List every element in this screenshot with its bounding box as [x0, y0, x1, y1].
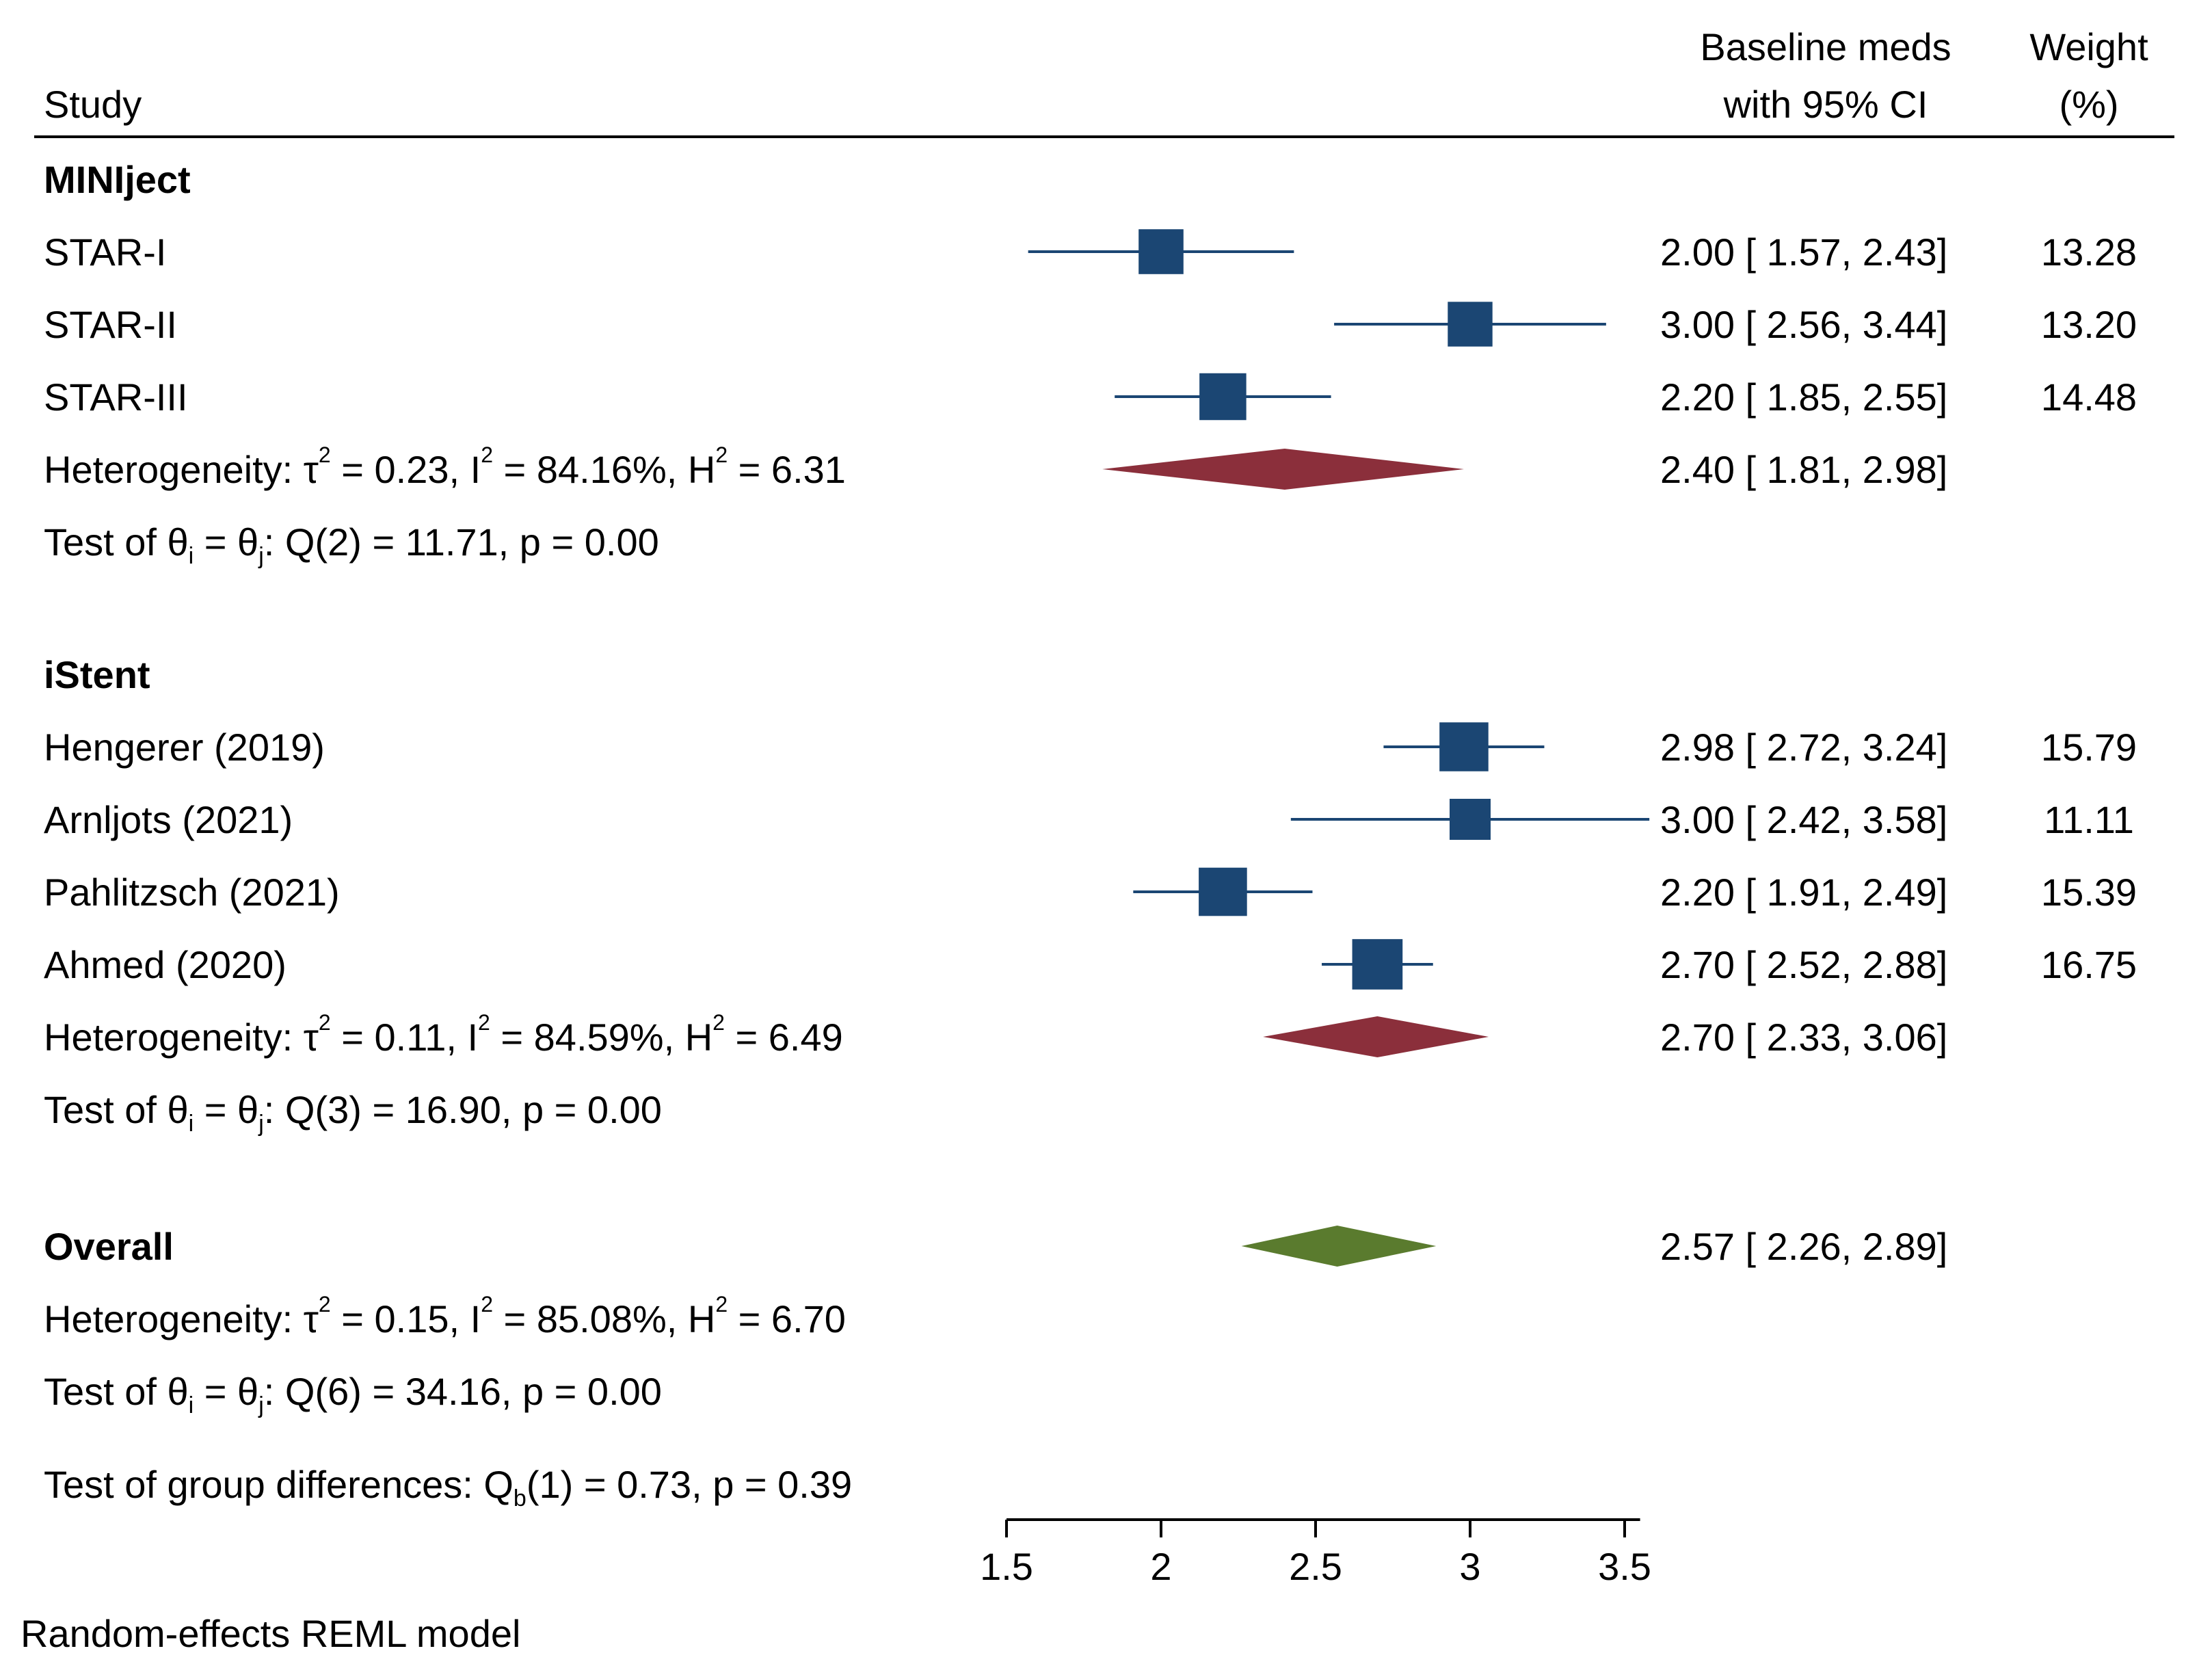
study-marker — [1138, 229, 1184, 274]
study-label: STAR-I — [44, 230, 166, 274]
study-label: Pahlitzsch (2021) — [44, 871, 340, 914]
study-weight: 14.48 — [2041, 375, 2137, 419]
model-note: Random-effects REML model — [21, 1612, 520, 1655]
study-weight: 15.79 — [2041, 726, 2137, 769]
header-effect-line2: with 95% CI — [1723, 83, 1928, 126]
study-label: STAR-II — [44, 303, 177, 346]
x-axis-tick-label: 2.5 — [1289, 1545, 1342, 1588]
study-weight: 13.20 — [2041, 303, 2137, 346]
study-marker — [1450, 799, 1491, 840]
study-weight: 15.39 — [2041, 871, 2137, 914]
study-label: Arnljots (2021) — [44, 798, 293, 841]
study-weight: 16.75 — [2041, 943, 2137, 986]
study-label: Ahmed (2020) — [44, 943, 287, 986]
overall-label: Overall — [44, 1225, 174, 1268]
header-weight-line1: Weight — [2029, 25, 2148, 68]
study-marker — [1352, 939, 1403, 990]
group-label: iStent — [44, 653, 150, 696]
group-heterogeneity: Heterogeneity: τ2 = 0.23, I2 = 84.16%, H… — [44, 442, 846, 491]
study-marker — [1199, 867, 1247, 916]
group-differences-test: Test of group differences: Qb(1) = 0.73,… — [44, 1463, 852, 1511]
header-weight-line2: (%) — [2059, 83, 2118, 126]
overall-heterogeneity: Heterogeneity: τ2 = 0.15, I2 = 85.08%, H… — [44, 1292, 846, 1340]
study-effect-text: 3.00 [ 2.42, 3.58] — [1660, 798, 1947, 841]
rows-layer: MINIject STAR-I 2.00 [ 1.57, 2.43] 13.28 STA… — [44, 158, 2137, 1511]
x-axis: 1.5 2 2.5 3 3.5 — [980, 1518, 1651, 1588]
study-marker — [1448, 302, 1493, 347]
study-marker — [1439, 722, 1489, 771]
study-effect-text: 3.00 [ 2.56, 3.44] — [1660, 303, 1947, 346]
header-study: Study — [44, 83, 142, 126]
x-axis-tick-label: 1.5 — [980, 1545, 1033, 1588]
study-effect-text: 2.20 [ 1.85, 2.55] — [1660, 375, 1947, 419]
group-effect-text: 2.40 [ 1.81, 2.98] — [1660, 448, 1947, 491]
study-marker — [1199, 373, 1247, 421]
group-effect-text: 2.70 [ 2.33, 3.06] — [1660, 1016, 1947, 1059]
study-effect-text: 2.70 [ 2.52, 2.88] — [1660, 943, 1947, 986]
study-weight: 13.28 — [2041, 230, 2137, 274]
x-axis-tick-label: 2 — [1150, 1545, 1171, 1588]
study-label: Hengerer (2019) — [44, 726, 325, 769]
header-effect-line1: Baseline meds — [1700, 25, 1951, 68]
overall-effect-text: 2.57 [ 2.26, 2.89] — [1660, 1225, 1947, 1268]
group-test-theta: Test of θi = θj: Q(3) = 16.90, p = 0.00 — [44, 1088, 662, 1137]
study-effect-text: 2.98 [ 2.72, 3.24] — [1660, 726, 1947, 769]
x-axis-tick-label: 3.5 — [1598, 1545, 1651, 1588]
overall-test-theta: Test of θi = θj: Q(6) = 34.16, p = 0.00 — [44, 1370, 662, 1418]
group-diamond — [1102, 449, 1464, 490]
group-test-theta: Test of θi = θj: Q(2) = 11.71, p = 0.00 — [44, 520, 659, 569]
study-effect-text: 2.20 [ 1.91, 2.49] — [1660, 871, 1947, 914]
group-diamond — [1263, 1016, 1489, 1057]
group-heterogeneity: Heterogeneity: τ2 = 0.11, I2 = 84.59%, H… — [44, 1010, 843, 1059]
study-effect-text: 2.00 [ 1.57, 2.43] — [1660, 230, 1947, 274]
overall-diamond — [1241, 1226, 1437, 1267]
x-axis-tick-label: 3 — [1459, 1545, 1480, 1588]
study-label: STAR-III — [44, 375, 188, 419]
study-weight: 11.11 — [2044, 798, 2134, 841]
group-label: MINIject — [44, 158, 191, 201]
marks-layer — [1028, 229, 1650, 1267]
